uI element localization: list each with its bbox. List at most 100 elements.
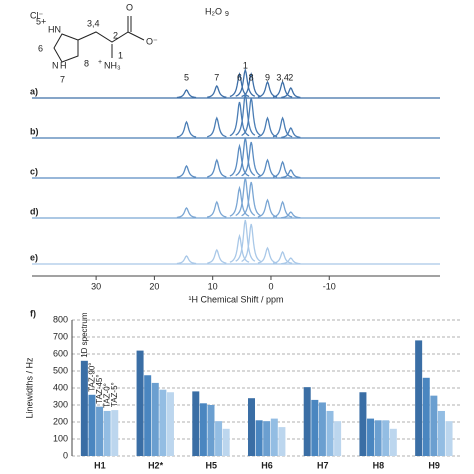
bar — [437, 410, 445, 456]
bar — [263, 421, 271, 456]
chain — [77, 16, 145, 43]
bar — [159, 389, 167, 456]
peak — [272, 200, 293, 218]
bar — [222, 428, 230, 456]
peak — [272, 80, 293, 98]
bar — [278, 427, 286, 456]
bar — [207, 405, 215, 456]
bar — [303, 387, 311, 456]
bar — [136, 350, 144, 456]
water: H₂O — [205, 6, 222, 16]
peak — [176, 120, 197, 138]
bar — [359, 392, 367, 456]
peak — [257, 80, 278, 98]
bar — [80, 360, 88, 456]
atom-label: 8 — [84, 58, 89, 68]
peak-label: 5 — [184, 72, 189, 82]
peak — [207, 158, 227, 178]
peak-label: 1 — [243, 60, 248, 70]
bar — [430, 395, 438, 456]
atom-label: N — [52, 60, 59, 70]
peak-label: 6 — [237, 72, 242, 82]
peak — [176, 207, 197, 219]
atom-label: 6 — [38, 43, 43, 53]
bar — [270, 418, 278, 456]
x-tick-label: H9 — [428, 460, 440, 470]
legend-label: 1D spectrum — [80, 312, 89, 358]
x-tick-label: 10 — [208, 281, 218, 291]
y-tick-label: 100 — [53, 433, 68, 443]
counter-ion: Cl⁻ — [30, 10, 43, 20]
bar — [255, 420, 263, 456]
legend-label: TAZ-5° — [110, 382, 119, 407]
bar — [326, 410, 334, 456]
peak — [281, 257, 301, 265]
bar — [215, 421, 223, 456]
y-tick-label: 300 — [53, 399, 68, 409]
peak — [281, 127, 301, 139]
x-tick-label: H5 — [206, 460, 218, 470]
x-tick-label: H8 — [373, 460, 385, 470]
atom-label: 3,4 — [87, 18, 100, 28]
y-tick-label: 400 — [53, 382, 68, 392]
bar — [166, 392, 174, 456]
y-tick-label: 0 — [63, 450, 68, 460]
x-tick-label: H6 — [261, 460, 273, 470]
peak — [176, 164, 197, 178]
atom-label: 2 — [113, 30, 118, 40]
panel-label: e) — [30, 252, 38, 262]
bar — [318, 402, 326, 456]
peak-label: 9 — [265, 72, 270, 82]
peak-label: 2 — [288, 72, 293, 82]
panel-label: c) — [30, 166, 38, 176]
peak — [257, 198, 278, 218]
panel-label: a) — [30, 86, 38, 96]
bar — [415, 340, 423, 456]
structure: Cl⁻ H₂O 9 5+ HN 6 N H 7 8 3,4 2 O O⁻ + N… — [30, 2, 229, 84]
bar — [248, 398, 255, 456]
y-tick-label: 600 — [53, 348, 68, 358]
peak — [207, 200, 227, 218]
y-axis-label: Linewidths / Hz — [24, 357, 34, 419]
y-tick-label: 700 — [53, 331, 68, 341]
bar — [445, 421, 453, 456]
peak — [272, 250, 293, 264]
bar — [334, 421, 342, 456]
peak — [257, 246, 278, 264]
bar — [389, 428, 397, 456]
peak — [229, 233, 250, 263]
legend-label: TAZ-45° — [95, 374, 104, 403]
bar — [96, 406, 104, 456]
y-tick-label: 500 — [53, 365, 68, 375]
panel-label: b) — [30, 126, 39, 136]
peak — [229, 101, 250, 137]
atom-label: 1 — [118, 50, 123, 60]
bar — [144, 375, 152, 456]
peak — [257, 158, 278, 178]
bar — [111, 410, 119, 456]
atom-label: + — [98, 59, 102, 66]
x-tick-label: H7 — [317, 460, 329, 470]
atom-label: 7 — [60, 74, 65, 84]
peak — [241, 181, 262, 217]
bar — [103, 410, 111, 456]
ring — [53, 33, 79, 63]
x-axis-label: ¹H Chemical Shift / ppm — [188, 294, 283, 304]
peak — [235, 137, 256, 177]
peak — [207, 84, 227, 98]
x-tick-label: 20 — [149, 281, 159, 291]
x-tick-label: H2* — [148, 460, 164, 470]
bar — [382, 420, 390, 456]
peak — [235, 177, 256, 217]
peak — [207, 248, 227, 264]
peak — [281, 87, 301, 99]
x-tick-label: -10 — [323, 281, 336, 291]
peak — [229, 143, 250, 177]
atom-label: HN — [48, 24, 61, 34]
peak — [235, 67, 256, 97]
peak-label: 8 — [249, 72, 254, 82]
legend-label: TAZ-90° — [87, 363, 96, 392]
legend-label: TAZ-0° — [103, 383, 112, 408]
atom-label: O⁻ — [146, 36, 158, 46]
panel-label: d) — [30, 206, 39, 216]
